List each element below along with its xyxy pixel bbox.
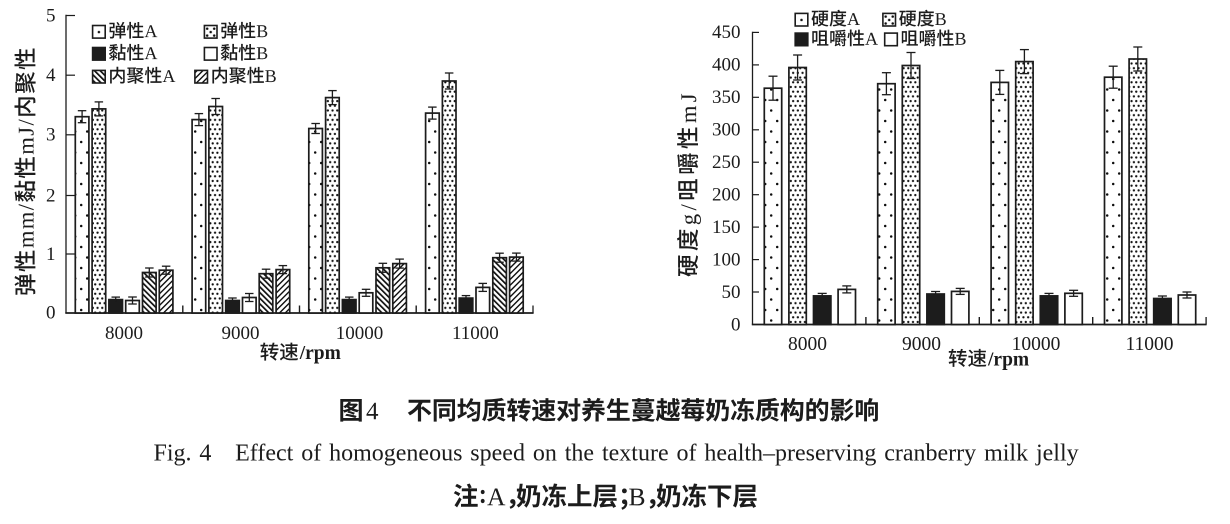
svg-text:9000: 9000 — [902, 334, 941, 355]
svg-text:8000: 8000 — [105, 323, 143, 344]
svg-text:1: 1 — [46, 244, 56, 265]
svg-text:0: 0 — [731, 314, 741, 335]
svg-text:9000: 9000 — [222, 323, 260, 344]
svg-text:250: 250 — [712, 152, 741, 173]
svg-text:0: 0 — [46, 302, 56, 323]
svg-text:/rpm: /rpm — [987, 349, 1029, 370]
svg-text:2: 2 — [46, 185, 56, 206]
svg-text:3: 3 — [46, 125, 56, 146]
svg-text:50: 50 — [722, 282, 741, 303]
svg-text:150: 150 — [712, 217, 741, 238]
svg-text:11000: 11000 — [452, 323, 499, 344]
svg-text:5: 5 — [46, 5, 56, 26]
svg-text:400: 400 — [712, 55, 741, 76]
svg-text:11000: 11000 — [1125, 334, 1173, 355]
svg-text:350: 350 — [712, 87, 741, 108]
svg-text:300: 300 — [712, 120, 741, 141]
svg-text:450: 450 — [712, 22, 741, 43]
svg-text:/rpm: /rpm — [299, 343, 341, 364]
svg-text:100: 100 — [712, 249, 741, 270]
svg-text:10000: 10000 — [1012, 334, 1061, 355]
svg-text:Fig. 4 Effect of homogeneous: Fig. 4 Effect of homogeneous speed on th… — [154, 441, 1079, 467]
svg-text:4: 4 — [46, 65, 56, 86]
svg-text:10000: 10000 — [336, 323, 384, 344]
svg-text:8000: 8000 — [788, 334, 827, 355]
svg-text:200: 200 — [712, 185, 741, 206]
